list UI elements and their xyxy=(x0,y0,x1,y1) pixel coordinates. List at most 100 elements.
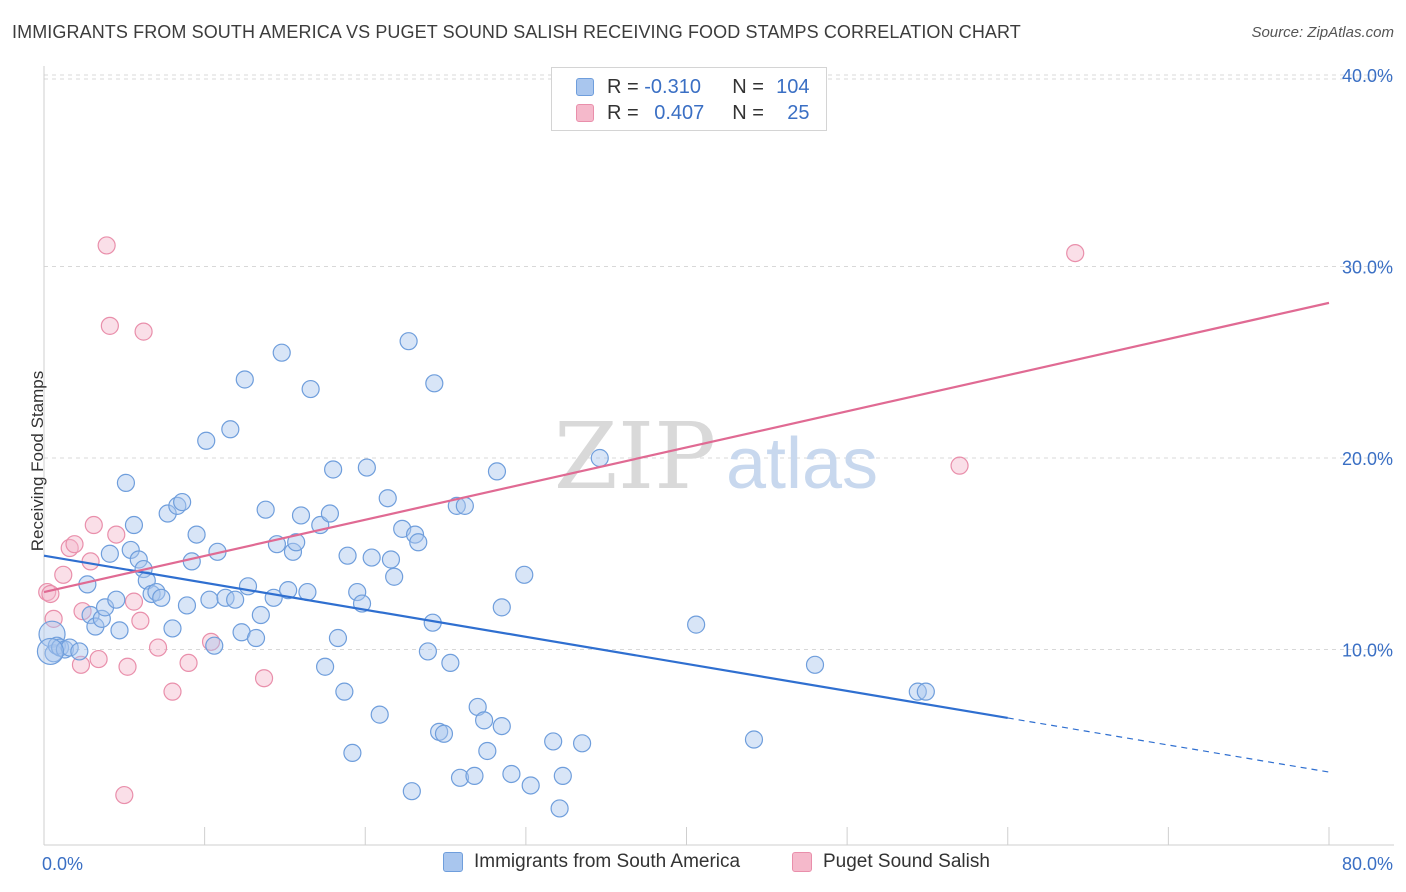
legend-n-value: 25 xyxy=(787,101,810,124)
x-tick-label: 80.0% xyxy=(1342,854,1393,874)
data-point-blue xyxy=(590,448,609,468)
data-point-blue xyxy=(256,500,275,519)
legend-n-value: 104 xyxy=(776,75,810,98)
data-point-blue xyxy=(246,628,266,648)
y-tick-label: 10.0% xyxy=(1342,641,1393,661)
data-point-blue xyxy=(744,730,764,749)
data-point-pink xyxy=(54,565,73,584)
legend-r-label: R = xyxy=(607,101,645,124)
data-point-blue xyxy=(163,619,182,638)
data-point-blue xyxy=(324,460,343,479)
bottom-legend-item-blue: Immigrants from South America xyxy=(443,851,740,873)
trend-line-blue-dashed xyxy=(1007,717,1330,773)
bottom-legend-label-blue: Immigrants from South America xyxy=(474,851,741,872)
data-point-blue xyxy=(152,588,171,607)
data-point-blue xyxy=(272,343,291,362)
data-point-blue xyxy=(70,642,89,661)
data-point-blue xyxy=(187,525,206,544)
data-point-pink xyxy=(89,649,108,669)
grid-lines xyxy=(43,66,1394,846)
data-point-blue xyxy=(158,504,177,523)
data-point-pink xyxy=(134,322,153,341)
data-point-blue xyxy=(553,766,572,785)
data-point-blue xyxy=(544,732,563,751)
data-point-blue xyxy=(177,596,197,615)
legend-n-label: N = xyxy=(732,75,770,98)
data-point-pink xyxy=(179,653,198,673)
y-axis-label: Receiving Food Stamps xyxy=(28,370,47,552)
x-axis-ticks xyxy=(43,827,1330,845)
trend-lines xyxy=(43,301,1330,773)
data-point-pink xyxy=(107,525,126,544)
data-point-blue xyxy=(550,799,569,818)
data-point-blue xyxy=(385,567,404,586)
legend-r-value: 0.407 xyxy=(654,101,705,124)
legend-r-label: R = xyxy=(607,75,645,98)
legend-row-pink: R = 0.407 N = 25 xyxy=(576,101,810,125)
data-point-pink xyxy=(148,638,168,657)
trend-line-blue xyxy=(43,554,1008,720)
bottom-legend-swatch-pink xyxy=(792,852,812,872)
data-point-blue xyxy=(465,766,484,785)
data-point-blue xyxy=(100,544,119,563)
data-point-blue xyxy=(343,743,362,763)
chart-title: IMMIGRANTS FROM SOUTH AMERICA VS PUGET S… xyxy=(12,22,1021,42)
series-puget-sound-salish xyxy=(38,236,1085,805)
data-point-blue xyxy=(402,782,421,801)
data-point-blue xyxy=(399,332,418,351)
data-point-pink xyxy=(124,592,144,611)
data-point-pink xyxy=(100,316,119,335)
data-point-blue xyxy=(197,431,216,450)
legend-swatch-blue xyxy=(576,78,594,96)
data-point-blue xyxy=(455,496,474,515)
data-point-blue xyxy=(418,642,437,661)
data-point-blue xyxy=(279,581,298,600)
data-point-blue xyxy=(348,582,367,602)
data-point-pink xyxy=(71,655,91,674)
data-point-blue xyxy=(226,590,245,609)
data-point-blue xyxy=(378,489,397,508)
watermark-zip: ZIP xyxy=(554,403,716,510)
data-point-blue xyxy=(287,533,306,552)
legend-n-label: N = xyxy=(732,101,770,124)
bottom-legend-swatch-blue xyxy=(443,852,463,872)
data-point-blue xyxy=(81,605,100,625)
data-point-pink xyxy=(254,669,274,688)
data-point-blue xyxy=(315,657,335,676)
data-point-pink xyxy=(115,785,134,805)
data-point-blue xyxy=(425,374,444,393)
data-point-blue xyxy=(92,609,111,628)
data-point-blue xyxy=(60,638,79,657)
data-point-blue xyxy=(441,653,460,673)
data-point-blue xyxy=(221,420,240,439)
data-point-blue xyxy=(521,776,540,795)
data-point-blue xyxy=(805,655,825,674)
data-point-blue xyxy=(357,458,376,477)
data-point-pink xyxy=(65,535,84,554)
x-axis-tick-labels: 0.0% 80.0% xyxy=(42,854,1393,874)
y-axis-tick-labels: 10.0% 20.0% 30.0% 40.0% xyxy=(1342,66,1393,661)
source-credit: Source: ZipAtlas.com xyxy=(1251,24,1394,41)
data-point-blue xyxy=(173,492,192,512)
data-point-blue xyxy=(205,636,224,655)
x-tick-label: 0.0% xyxy=(42,854,83,874)
data-point-blue xyxy=(36,637,65,666)
data-point-blue xyxy=(502,764,521,784)
data-point-blue xyxy=(916,682,935,701)
data-point-blue xyxy=(124,515,144,535)
legend-r-value: -0.310 xyxy=(644,75,701,98)
data-point-pink xyxy=(131,611,150,630)
data-point-pink xyxy=(41,584,60,604)
data-point-blue xyxy=(182,552,201,571)
data-point-blue xyxy=(328,628,348,648)
bottom-legend-item-pink: Puget Sound Salish xyxy=(792,851,990,873)
data-point-blue xyxy=(251,605,270,625)
y-tick-label: 30.0% xyxy=(1342,258,1393,278)
watermark-atlas: atlas xyxy=(726,424,878,504)
trend-line-pink xyxy=(43,301,1330,594)
data-point-blue xyxy=(475,711,494,730)
data-point-blue xyxy=(129,550,148,569)
data-point-blue xyxy=(107,590,126,609)
data-point-blue xyxy=(283,542,303,561)
